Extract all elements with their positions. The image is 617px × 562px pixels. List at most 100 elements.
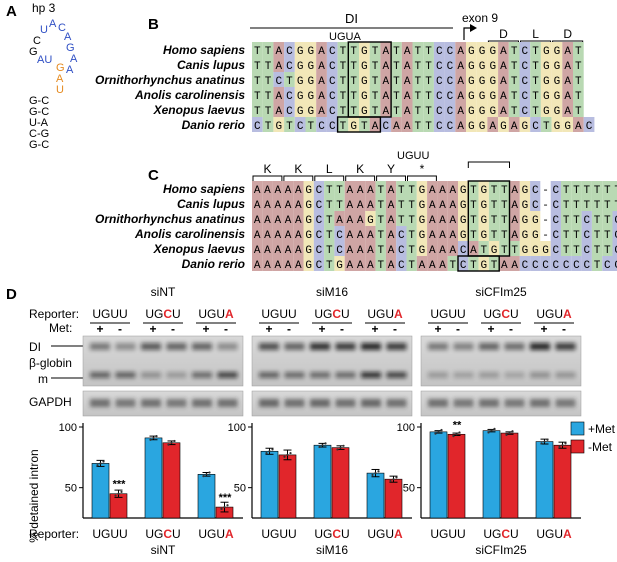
nucleotide-cell [324,226,335,241]
nucleotide-cell [423,102,434,117]
nucleotide-cell [571,226,582,241]
nucleotide-letter: G [275,121,282,133]
nucleotide-cell [499,256,510,271]
nucleotide-cell [282,226,294,241]
nucleotide-letter: A [372,121,379,133]
nucleotide-cell [550,211,561,226]
nucleotide-cell [348,117,359,132]
nucleotide-letter: A [347,245,354,257]
nucleotide-letter: T [350,106,357,118]
nucleotide-letter: G [491,245,498,257]
nucleotide-letter: T [393,61,400,73]
nucleotide-cell [478,196,489,211]
nucleotide-cell [401,117,413,132]
species-label: Canis lupus [177,58,245,72]
nucleotide-cell [562,87,573,102]
nucleotide-letter: T [573,215,580,227]
nucleotide-letter: A [367,245,374,257]
met-label: Met: [49,321,72,335]
nucleotide-cell [262,256,273,271]
nucleotide-cell [252,87,263,102]
m-band [115,372,136,378]
nucleotide-letter: G [489,61,496,73]
nucleotide-letter: A [450,230,457,242]
nucleotide-letter: G [522,121,529,133]
nucleotide-letter: T [340,61,347,73]
nucleotide-letter: C [286,46,293,58]
data-point [564,442,567,445]
nucleotide-letter: A [357,200,364,212]
di-band [504,343,525,350]
nucleotide-letter: G [305,245,312,257]
chart-title: siNT [151,543,176,557]
hp-loop-g: G [66,42,75,54]
nucleotide-letter: T [286,76,293,88]
nucleotide-cell [581,181,592,196]
nucleotide-letter: T [450,260,457,272]
nucleotide-cell [406,211,417,226]
nucleotide-letter: A [511,215,518,227]
nucleotide-letter: T [393,46,400,58]
nucleotide-cell [380,42,392,57]
m-band [192,372,212,378]
nucleotide-letter: C [316,260,323,272]
nucleotide-cell [313,211,325,226]
nucleotide-cell [262,102,274,117]
nucleotide-letter: A [404,106,411,118]
nucleotide-cell [571,196,582,211]
nucleotide-cell [602,256,613,271]
nucleotide-letter: C [573,260,580,272]
nucleotide-cell [294,117,306,132]
nucleotide-letter: A [295,215,302,227]
nucleotide-cell [313,226,325,241]
nucleotide-cell [252,57,263,72]
nucleotide-letter: G [554,91,561,103]
nucleotide-cell [344,211,355,226]
nucleotide-letter: G [554,46,561,58]
panel-d-letter: D [6,286,17,303]
nucleotide-letter: G [522,245,529,257]
nucleotide-letter: C [297,121,304,133]
nucleotide-cell [602,226,613,241]
group-title: siNT [151,285,176,299]
nucleotide-cell [252,117,263,132]
nucleotide-cell [313,181,325,196]
nucleotide-letter: T [393,106,400,118]
nucleotide-letter: G [532,215,539,227]
nucleotide-letter: C [436,106,443,118]
bar [197,474,216,519]
nucleotide-letter: A [274,260,281,272]
m-band [504,372,525,378]
nucleotide-cell [540,241,551,256]
data-point [149,438,152,441]
nucleotide-letter: T [470,185,477,197]
nucleotide-cell [334,256,345,271]
nucleotide-letter: T [511,106,518,118]
nucleotide-letter: G [468,106,475,118]
nucleotide-letter: T [501,185,508,197]
nucleotide-cell [396,211,407,226]
nucleotide-cell [551,57,563,72]
species-label: Danio rerio [182,118,245,132]
nucleotide-cell [561,211,572,226]
data-point [321,444,324,447]
nucleotide-letter: G [361,76,368,88]
nucleotide-cell [316,57,327,72]
nucleotide-cell [551,42,563,57]
nucleotide-letter: C [614,245,617,257]
nucleotide-letter: C [553,200,560,212]
nucleotide-cell [344,196,355,211]
nucleotide-cell [365,226,376,241]
nucleotide-letter: G [564,121,571,133]
nucleotide-cell [591,226,603,241]
nucleotide-cell [540,196,551,211]
bar [144,437,163,519]
nucleotide-cell [305,87,317,102]
nucleotide-letter: G [308,91,315,103]
nucleotide-letter: A [388,185,395,197]
nucleotide-cell [540,57,552,72]
data-point [511,430,514,433]
nucleotide-letter: A [336,215,343,227]
nucleotide-letter: T [594,215,601,227]
di-band [166,343,187,350]
